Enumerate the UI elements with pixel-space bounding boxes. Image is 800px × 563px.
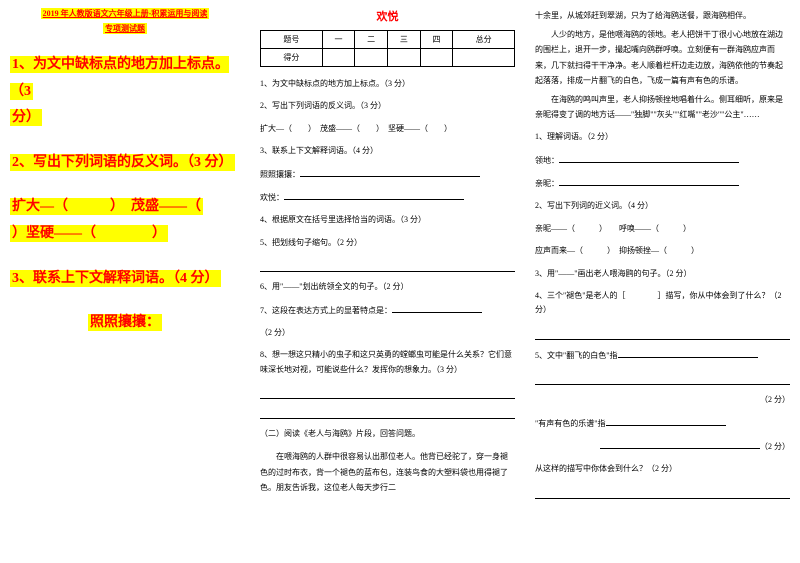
item-2-text: 2、写出下列词语的反义词。（3 分） xyxy=(10,154,235,171)
r2b: 应声而来—（ ） 抑扬顿挫—（ ） xyxy=(535,244,790,258)
doc-title: 2019 年人教版语文六年级上册-积累运用与阅读 xyxy=(10,8,240,19)
r5-text: 5、文中"翻飞的白色"指 xyxy=(535,351,618,360)
q8: 8、想一想这只精小的虫子和这只英勇的螳螂虫可能是什么关系？它们意味深长地对视，可… xyxy=(260,348,515,377)
r5: 5、文中"翻飞的白色"指 xyxy=(535,348,790,363)
score-table: 题号 一 二 三 四 总分 得分 xyxy=(260,30,515,67)
item-3: 扩大—（ ） 茂盛——（ ）坚硬——（ ） xyxy=(10,194,240,247)
item-1: 1、为文中缺标点的地方加上标点。（3 分） xyxy=(10,52,240,132)
blank-line xyxy=(535,485,790,499)
r1a-label: 领地： xyxy=(535,156,559,165)
column-middle: 欢悦 题号 一 二 三 四 总分 得分 1、为文中缺标点的地方加上标点。（3 分… xyxy=(250,0,525,563)
q7-text: 7、这段在表达方式上的显著特点是： xyxy=(260,306,392,315)
th-2: 二 xyxy=(355,31,388,49)
cell xyxy=(322,49,355,67)
item-5-text: 照照攘攘： xyxy=(88,314,162,331)
blank xyxy=(392,303,482,313)
r1: 1、理解词语。（2 分） xyxy=(535,130,790,144)
table-score-row: 得分 xyxy=(261,49,515,67)
q4: 4、根据原文在括号里选择恰当的词语。（3 分） xyxy=(260,213,515,227)
th-0: 题号 xyxy=(261,31,323,49)
table-header-row: 题号 一 二 三 四 总分 xyxy=(261,31,515,49)
item-1-b: 分） xyxy=(10,109,42,126)
para2: 人少的地方，是他喂海鸥的领地。老人把饼干丁很小心地放在湖边的围栏上，退开一步，撮… xyxy=(535,27,790,88)
blank xyxy=(300,167,480,177)
item-4: 3、联系上下文解释词语。（4 分） xyxy=(10,266,240,293)
r6-tail: （2 分） xyxy=(535,439,790,454)
q1: 1、为文中缺标点的地方加上标点。（3 分） xyxy=(260,77,515,91)
r1b-label: 亲昵： xyxy=(535,179,559,188)
cell xyxy=(453,49,515,67)
passage-title: 欢悦 xyxy=(260,8,515,24)
q3b-label: 欢悦： xyxy=(260,193,284,202)
item-3-a: 扩大—（ ） 茂盛——（ xyxy=(10,198,203,215)
q2: 2、写出下列词语的反义词。（3 分） xyxy=(260,99,515,113)
part2-para: 在喂海鸥的人群中很容易认出那位老人。他背已经驼了，穿一身褪色的过时布衣，背一个褪… xyxy=(260,449,515,495)
q6: 6、用"——"划出统领全文的句子。（2 分） xyxy=(260,280,515,294)
r4: 4、三个"褪色"是老人的［ ］描写，你从中体会到了什么？（2 分） xyxy=(535,289,790,318)
th-3: 三 xyxy=(387,31,420,49)
th-5: 总分 xyxy=(453,31,515,49)
column-left: 2019 年人教版语文六年级上册-积累运用与阅读 专项测试题 1、为文中缺标点的… xyxy=(0,0,250,563)
q2-line: 扩大—（ ） 茂盛——（ ） 坚硬——（ ） xyxy=(260,122,515,136)
title-part-b: 专项测试题 xyxy=(103,23,147,34)
blank xyxy=(600,439,760,449)
cell xyxy=(387,49,420,67)
q3a: 照照攘攘： xyxy=(260,167,515,182)
blank-line xyxy=(260,385,515,399)
cell xyxy=(355,49,388,67)
doc-subtitle: 专项测试题 xyxy=(10,23,240,34)
q3a-label: 照照攘攘： xyxy=(260,170,300,179)
blank xyxy=(606,416,726,426)
r6: "有声有色的乐谱"指 xyxy=(535,416,790,431)
para3: 在海鸥的鸣叫声里，老人抑扬顿挫地唱着什么。侧耳细听，原来是亲昵得变了调的地方话—… xyxy=(535,92,790,122)
blank xyxy=(559,153,739,163)
r5-tail: （2 分） xyxy=(535,393,790,407)
item-1-a: 1、为文中缺标点的地方加上标点。（3 xyxy=(10,56,229,100)
blank-line xyxy=(535,326,790,340)
q3b: 欢悦： xyxy=(260,190,515,205)
th-1: 一 xyxy=(322,31,355,49)
blank xyxy=(618,348,758,358)
blank xyxy=(559,176,739,186)
r6-tail-text: （2 分） xyxy=(760,442,790,451)
q3: 3、联系上下文解释词语。（4 分） xyxy=(260,144,515,158)
r2: 2、写出下列词的近义词。（4 分） xyxy=(535,199,790,213)
column-right: 十余里，从城郊赶到翠湖，只为了给海鸥送餐，跟海鸥相伴。 人少的地方，是他喂海鸥的… xyxy=(525,0,800,563)
r7: 从这样的描写中你体会到什么？（2 分） xyxy=(535,462,790,476)
blank-line xyxy=(535,371,790,385)
part2-heading: （二）阅读《老人与海鸥》片段，回答问题。 xyxy=(260,427,515,441)
para1: 十余里，从城郊赶到翠湖，只为了给海鸥送餐，跟海鸥相伴。 xyxy=(535,8,790,23)
item-4-text: 3、联系上下文解释词语。（4 分） xyxy=(10,270,221,287)
blank-line xyxy=(260,405,515,419)
item-3-b: ）坚硬——（ ） xyxy=(10,225,168,242)
th-4: 四 xyxy=(420,31,453,49)
q5: 5、把划线句子缩句。（2 分） xyxy=(260,236,515,250)
r6-text: "有声有色的乐谱"指 xyxy=(535,419,606,428)
blank xyxy=(284,190,464,200)
r1a: 领地： xyxy=(535,153,790,168)
item-5: 照照攘攘： xyxy=(10,310,240,337)
item-2: 2、写出下列词语的反义词。（3 分） xyxy=(10,150,240,177)
q7-tail: （2 分） xyxy=(260,326,515,340)
q7: 7、这段在表达方式上的显著特点是： xyxy=(260,303,515,318)
title-part-a: 2019 年人教版语文六年级上册-积累运用与阅读 xyxy=(41,8,210,19)
row-label: 得分 xyxy=(261,49,323,67)
r3: 3、用"——"画出老人喂海鸥的句子。（2 分） xyxy=(535,267,790,281)
r2a: 亲昵——（ ） 呼唤——（ ） xyxy=(535,222,790,236)
cell xyxy=(420,49,453,67)
blank-line xyxy=(260,258,515,272)
r1b: 亲昵： xyxy=(535,176,790,191)
